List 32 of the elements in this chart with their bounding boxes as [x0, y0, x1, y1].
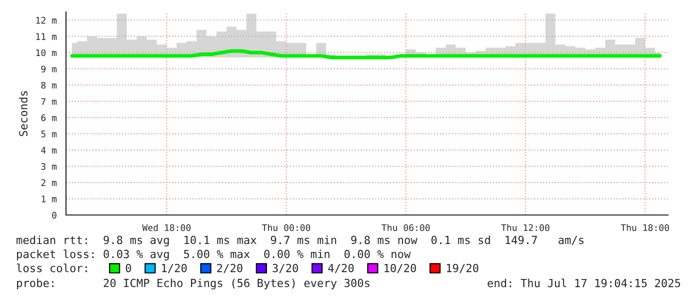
- y-axis-title: Seconds: [18, 91, 28, 136]
- y-tick-label: 11 m: [36, 33, 57, 40]
- legend-label: 3/20: [272, 264, 298, 274]
- y-tick-label: 0: [52, 212, 56, 219]
- y-tick-label: 5 m: [41, 130, 57, 138]
- y-tick-label: 4 m: [41, 146, 57, 154]
- text: median rtt: 9.8 ms avg 10.1 ms max 9.7 ms min 9.8 ms now 0.1 ms sd 149.7 am/s: [16, 236, 584, 246]
- text: loss color:: [16, 264, 87, 272]
- text: packet loss: 0.03 % avg 5.00 % max 0.00 % min 0.00 % now: [17, 250, 411, 260]
- legend-label: 0: [126, 264, 132, 272]
- text: probe: 20 ICMP Echo Pings (56 Bytes) every 300s: [17, 278, 370, 290]
- legend-label: 10/20: [384, 264, 416, 274]
- y-tick-label: 3 m: [41, 163, 57, 170]
- x-tick-label: Thu 00:00: [262, 224, 310, 232]
- y-tick-label: 2 m: [41, 179, 57, 186]
- x-tick-label: Thu 06:00: [382, 224, 430, 232]
- x-tick-label: Thu 18:00: [620, 224, 669, 232]
- legend-label: 2/20: [217, 264, 242, 274]
- legend-label: 19/20: [446, 264, 478, 274]
- x-tick-label: Wed 18:00: [142, 224, 191, 232]
- y-tick-label: 10 m: [36, 49, 57, 56]
- y-tick-label: 1 m: [42, 196, 57, 202]
- y-tick-label: 9 m: [41, 66, 57, 72]
- text: end: Thu Jul 17 19:04:15 2025: [488, 278, 680, 288]
- x-tick-label: Thu 12:00: [501, 224, 550, 232]
- legend-label: 1/20: [162, 264, 187, 274]
- legend-label: 4/20: [328, 264, 354, 274]
- y-tick-label: 12 m: [36, 16, 57, 24]
- line-series: [70, 49, 662, 60]
- y-tick-label: 8 m: [41, 82, 57, 89]
- y-tick-label: 7 m: [41, 98, 57, 105]
- y-tick-label: 6 m: [41, 114, 57, 122]
